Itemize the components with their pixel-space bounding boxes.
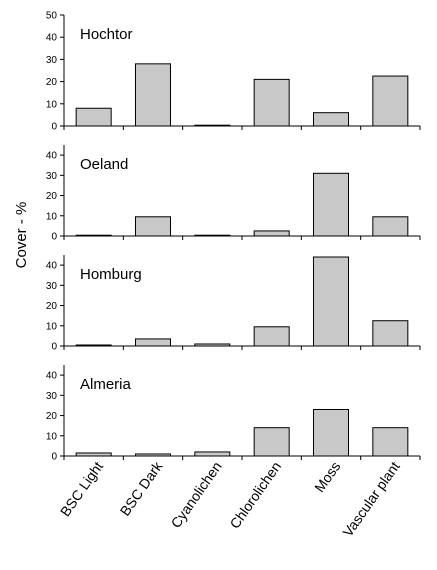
y-tick-label: 40 — [46, 33, 58, 44]
bar — [372, 75, 409, 127]
bar — [135, 63, 171, 127]
panel-oeland: 0 10 20 30 40 Oeland — [46, 145, 421, 243]
y-tick-label: 10 — [46, 431, 58, 442]
category-label: Moss — [311, 459, 343, 496]
bar — [313, 256, 349, 347]
y-tick-label: 40 — [46, 371, 58, 382]
panel-hochtor: 0 10 20 30 40 50 Hochtor — [46, 11, 421, 133]
y-tick-label: 0 — [51, 232, 57, 243]
y-tick-label: 0 — [51, 342, 57, 353]
bar — [372, 216, 409, 237]
bar — [253, 427, 290, 457]
bar — [253, 230, 290, 237]
panels-group: 0 10 20 30 40 50 Hochtor 0 10 20 30 40 Oeland 0 10 20 30… — [46, 11, 421, 463]
y-tick-label: 10 — [46, 321, 58, 332]
category-label: Vascular plant — [339, 458, 402, 539]
bar — [372, 427, 409, 457]
bar — [253, 78, 290, 127]
bar — [75, 234, 112, 237]
bar — [313, 408, 349, 457]
bar — [372, 320, 409, 347]
y-tick-label: 50 — [46, 11, 58, 22]
y-axis-label: Cover - % — [13, 202, 30, 269]
category-label: BSC Dark — [117, 458, 166, 519]
bar — [75, 452, 112, 457]
bar — [135, 216, 171, 237]
y-tick-label: 30 — [46, 171, 58, 182]
y-tick-label: 30 — [46, 281, 58, 292]
bar — [253, 326, 290, 347]
panel-title: Oeland — [80, 156, 128, 173]
y-tick-label: 0 — [51, 452, 57, 463]
panel-homburg: 0 10 20 30 40 Homburg — [46, 255, 421, 353]
y-tick-label: 30 — [46, 55, 58, 66]
category-label: Cyanolichen — [167, 459, 224, 531]
bar — [135, 338, 171, 347]
y-tick-label: 0 — [51, 122, 57, 133]
bar — [194, 451, 231, 457]
y-tick-label: 10 — [46, 99, 58, 110]
bar — [194, 124, 231, 127]
panel-title: Almeria — [80, 376, 132, 393]
bar — [135, 453, 171, 457]
bar — [75, 344, 112, 347]
bar — [75, 107, 112, 127]
y-tick-label: 40 — [46, 261, 58, 272]
y-tick-label: 20 — [46, 301, 58, 312]
y-tick-label: 20 — [46, 191, 58, 202]
bar — [313, 112, 349, 127]
y-tick-label: 20 — [46, 411, 58, 422]
category-labels: BSC Light BSC Dark Cyanolichen Chlorolichen… — [57, 458, 403, 540]
bar — [313, 172, 349, 237]
category-label: Chlorolichen — [226, 459, 284, 532]
panel-title: Homburg — [80, 266, 142, 283]
y-tick-label: 40 — [46, 151, 58, 162]
category-label: BSC Light — [57, 458, 106, 519]
y-tick-label: 10 — [46, 211, 58, 222]
y-tick-label: 30 — [46, 391, 58, 402]
panel-title: Hochtor — [80, 26, 133, 43]
panel-almeria: 0 10 20 30 40 Almeria — [46, 365, 421, 463]
bar — [194, 234, 231, 237]
y-tick-label: 20 — [46, 77, 58, 88]
bar — [194, 343, 231, 347]
